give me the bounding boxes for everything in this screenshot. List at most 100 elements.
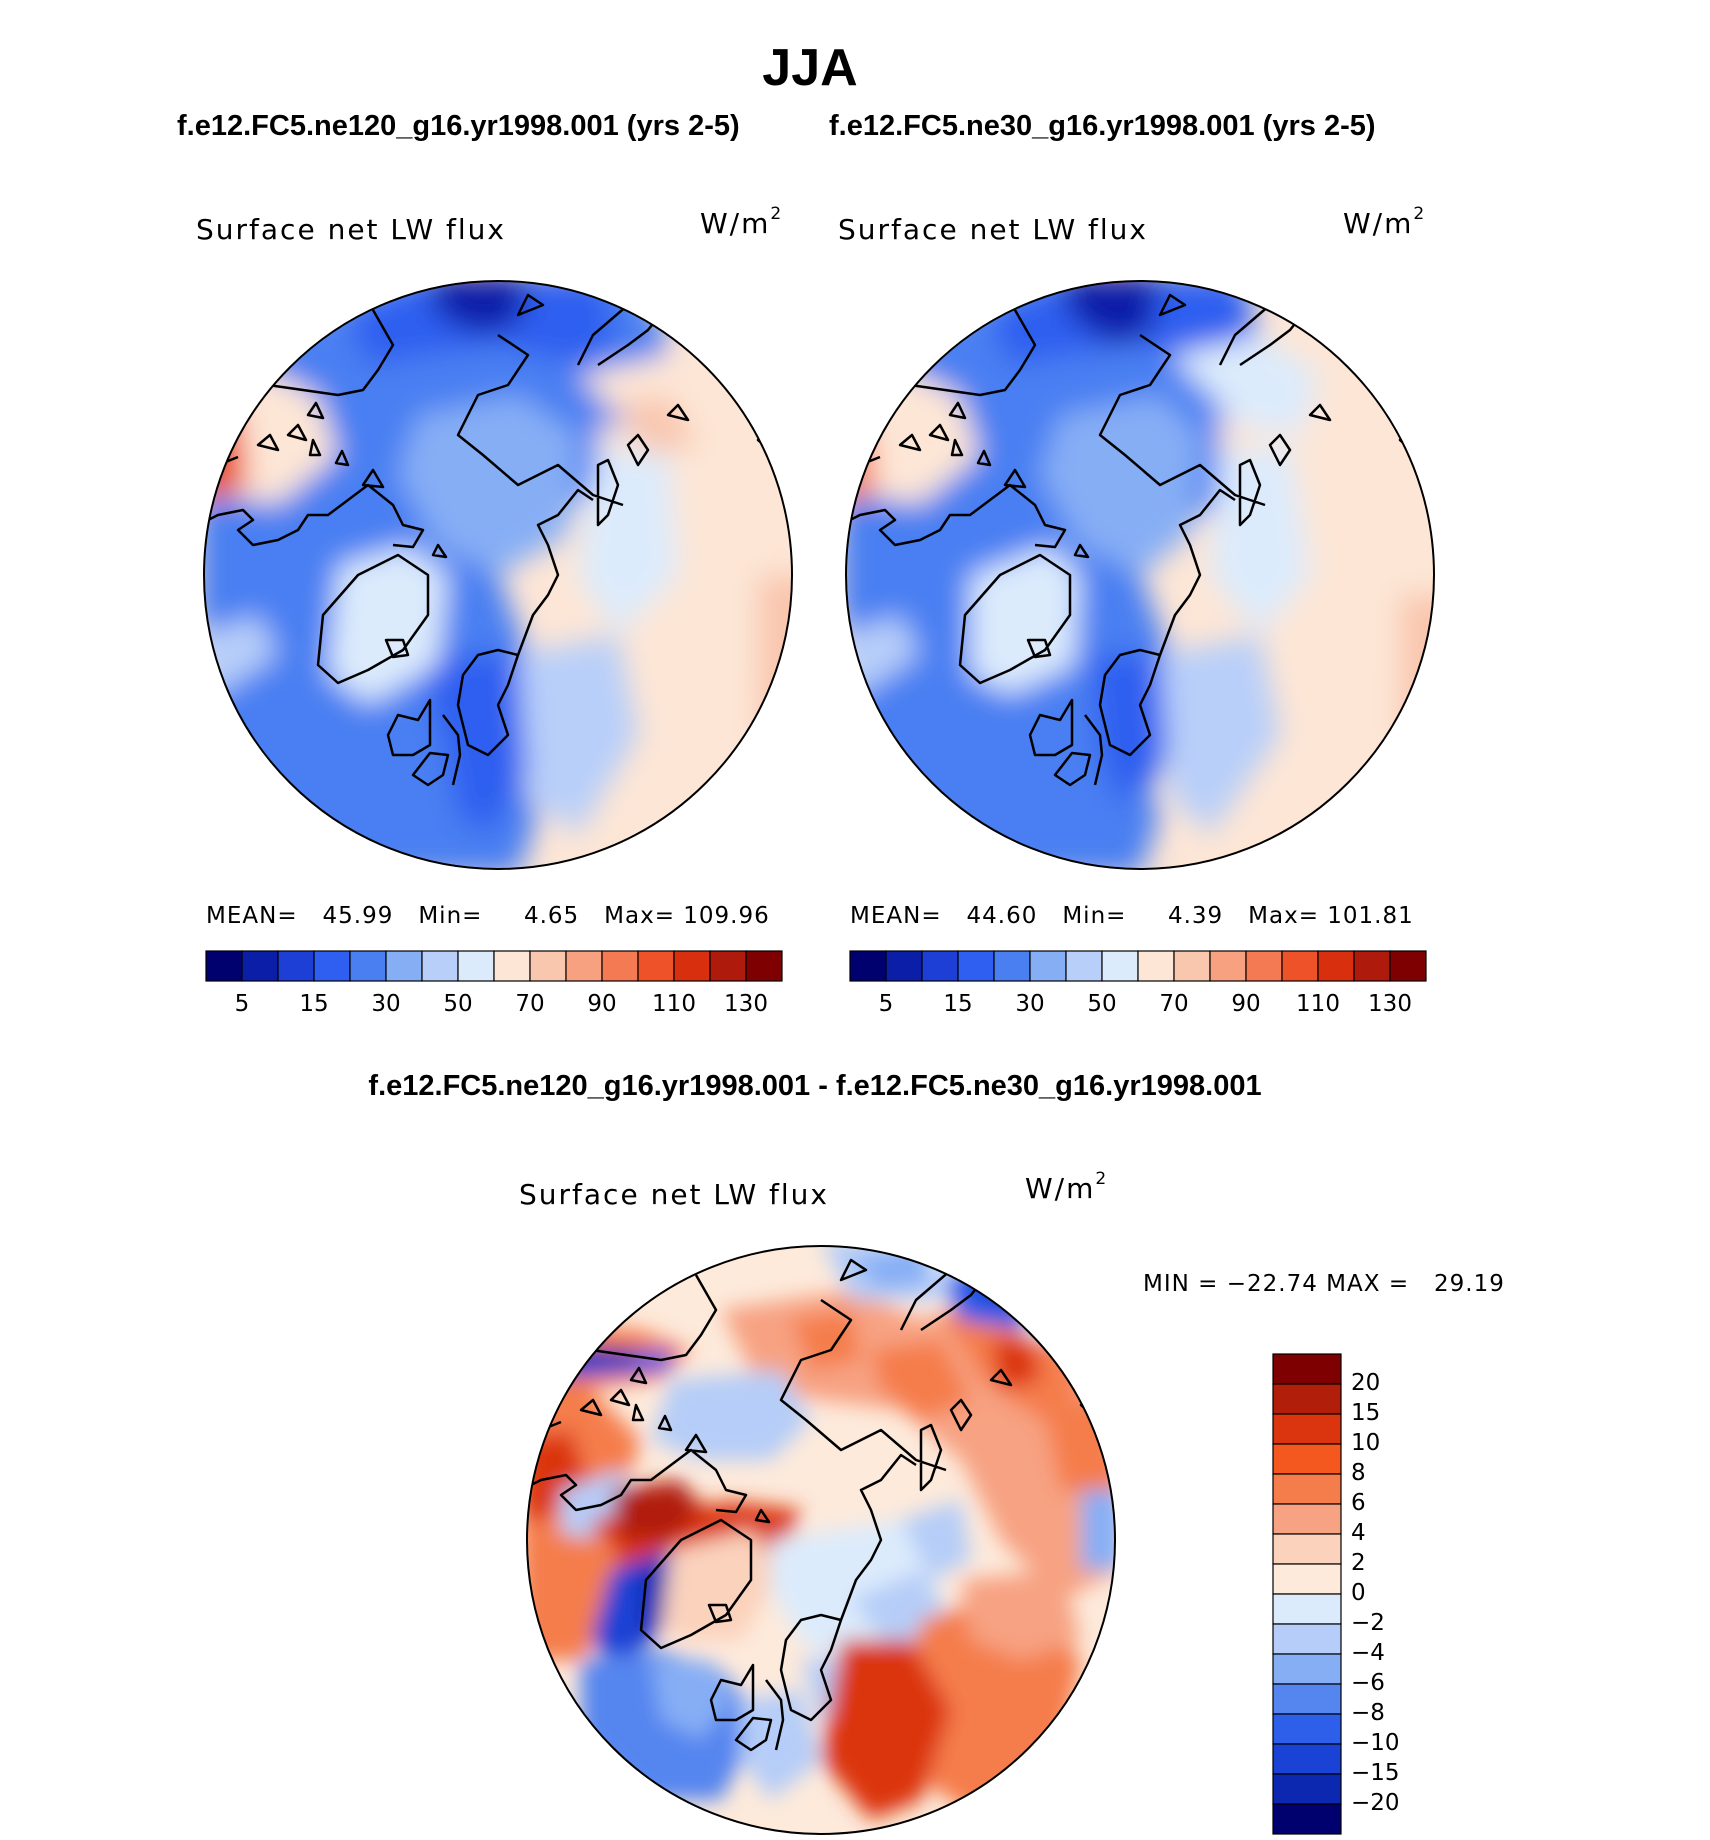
colorbar-swatch	[1272, 1773, 1342, 1805]
case-title-left: f.e12.FC5.ne120_g16.yr1998.001 (yrs 2-5)	[177, 110, 740, 142]
colorbar-diff-tick: −10	[1351, 1730, 1400, 1756]
colorbar-left-tick: 130	[724, 991, 768, 1017]
colorbar-swatch	[1272, 1623, 1342, 1655]
colorbar-swatch	[745, 950, 783, 982]
colorbar-swatch	[529, 950, 567, 982]
colorbar-swatch	[1137, 950, 1175, 982]
colorbar-swatch	[849, 950, 887, 982]
colorbar-right-tick: 50	[1087, 991, 1117, 1017]
left-stats: MEAN= 45.99 Min= 4.65 Max= 109.96	[206, 903, 770, 929]
colorbar-left-tick: 110	[652, 991, 696, 1017]
right-stats: MEAN= 44.60 Min= 4.39 Max= 101.81	[850, 903, 1414, 929]
colorbar-swatch	[1272, 1413, 1342, 1445]
colorbar-right-tick: 30	[1015, 991, 1045, 1017]
colorbar-swatch	[313, 950, 351, 982]
colorbar-left-tick: 50	[443, 991, 473, 1017]
colorbar-swatch	[957, 950, 995, 982]
case-title-right: f.e12.FC5.ne30_g16.yr1998.001 (yrs 2-5)	[829, 110, 1376, 142]
colorbar-swatch	[205, 950, 243, 982]
colorbar-swatch	[993, 950, 1031, 982]
colorbar-left-tick: 15	[299, 991, 329, 1017]
map-right	[845, 280, 1435, 870]
colorbar-swatch	[1029, 950, 1067, 982]
colorbar-swatch	[493, 950, 531, 982]
right-units: W/m2	[1343, 203, 1427, 240]
colorbar-swatch	[1389, 950, 1427, 982]
colorbar-swatch	[1317, 950, 1355, 982]
colorbar-swatch	[241, 950, 279, 982]
left-variable-label: Surface net LW flux	[196, 213, 506, 246]
colorbar-diff-tick: −2	[1351, 1610, 1385, 1636]
colorbar-swatch	[1272, 1563, 1342, 1595]
colorbar-swatch	[1272, 1503, 1342, 1535]
colorbar-diff-tick: 0	[1351, 1580, 1366, 1606]
colorbar-swatch	[1173, 950, 1211, 982]
colorbar-diff-tick: 2	[1351, 1550, 1366, 1576]
colorbar-swatch	[1272, 1653, 1342, 1685]
colorbar-swatch	[1272, 1593, 1342, 1625]
colorbar-swatch	[1272, 1443, 1342, 1475]
colorbar-diff-tick: −20	[1351, 1790, 1400, 1816]
colorbar-swatch	[565, 950, 603, 982]
colorbar-swatch	[385, 950, 423, 982]
colorbar-swatch	[277, 950, 315, 982]
colorbar-left	[205, 950, 783, 982]
colorbar-swatch	[1272, 1383, 1342, 1415]
colorbar-left-tick: 90	[587, 991, 617, 1017]
colorbar-right-tick: 15	[943, 991, 973, 1017]
left-units: W/m2	[700, 203, 784, 240]
colorbar-swatch	[601, 950, 639, 982]
colorbar-right-tick: 70	[1159, 991, 1189, 1017]
colorbar-right-labels: 5 15 30 50 70 90 110 130	[850, 991, 1426, 1021]
map-diff	[526, 1245, 1116, 1835]
colorbar-swatch	[1272, 1713, 1342, 1745]
diff-stats: MIN = −22.74 MAX = 29.19	[1143, 1271, 1505, 1297]
colorbar-swatch	[1272, 1683, 1342, 1715]
colorbar-diff-tick: −6	[1351, 1670, 1385, 1696]
colorbar-swatch	[1272, 1533, 1342, 1565]
colorbar-diff-tick: −4	[1351, 1640, 1385, 1666]
colorbar-diff-labels: 20 15 10 8 6 4 2 0 −2 −4 −6 −8 −10 −15 −…	[1351, 1354, 1431, 1834]
diff-units: W/m2	[1025, 1168, 1109, 1205]
colorbar-swatch	[1272, 1353, 1342, 1385]
colorbar-diff-tick: 20	[1351, 1370, 1381, 1396]
colorbar-swatch	[457, 950, 495, 982]
colorbar-right	[849, 950, 1427, 982]
colorbar-swatch	[885, 950, 923, 982]
colorbar-diff-tick: 6	[1351, 1490, 1366, 1516]
colorbar-diff	[1272, 1353, 1342, 1835]
colorbar-left-labels: 5 15 30 50 70 90 110 130	[206, 991, 782, 1021]
colorbar-diff-tick: 8	[1351, 1460, 1366, 1486]
colorbar-left-tick: 70	[515, 991, 545, 1017]
map-left	[203, 280, 793, 870]
colorbar-right-tick: 130	[1368, 991, 1412, 1017]
colorbar-swatch	[637, 950, 675, 982]
colorbar-left-tick: 5	[234, 991, 250, 1017]
right-variable-label: Surface net LW flux	[838, 213, 1148, 246]
colorbar-diff-tick: 10	[1351, 1430, 1381, 1456]
colorbar-diff-tick: −8	[1351, 1700, 1385, 1726]
diff-variable-label: Surface net LW flux	[519, 1178, 829, 1211]
colorbar-swatch	[1065, 950, 1103, 982]
colorbar-right-tick: 110	[1296, 991, 1340, 1017]
colorbar-swatch	[1245, 950, 1283, 982]
colorbar-swatch	[1272, 1743, 1342, 1775]
colorbar-right-tick: 90	[1231, 991, 1261, 1017]
colorbar-swatch	[709, 950, 747, 982]
colorbar-swatch	[1272, 1473, 1342, 1505]
colorbar-left-tick: 30	[371, 991, 401, 1017]
season-title: JJA	[762, 39, 858, 97]
colorbar-diff-tick: 4	[1351, 1520, 1366, 1546]
colorbar-swatch	[921, 950, 959, 982]
colorbar-swatch	[421, 950, 459, 982]
colorbar-diff-tick: 15	[1351, 1400, 1381, 1426]
colorbar-right-tick: 5	[878, 991, 894, 1017]
colorbar-swatch	[1101, 950, 1139, 982]
colorbar-swatch	[1272, 1803, 1342, 1835]
colorbar-swatch	[1281, 950, 1319, 982]
colorbar-swatch	[1209, 950, 1247, 982]
colorbar-swatch	[349, 950, 387, 982]
colorbar-swatch	[673, 950, 711, 982]
colorbar-swatch	[1353, 950, 1391, 982]
diff-title: f.e12.FC5.ne120_g16.yr1998.001 - f.e12.F…	[368, 1070, 1262, 1102]
